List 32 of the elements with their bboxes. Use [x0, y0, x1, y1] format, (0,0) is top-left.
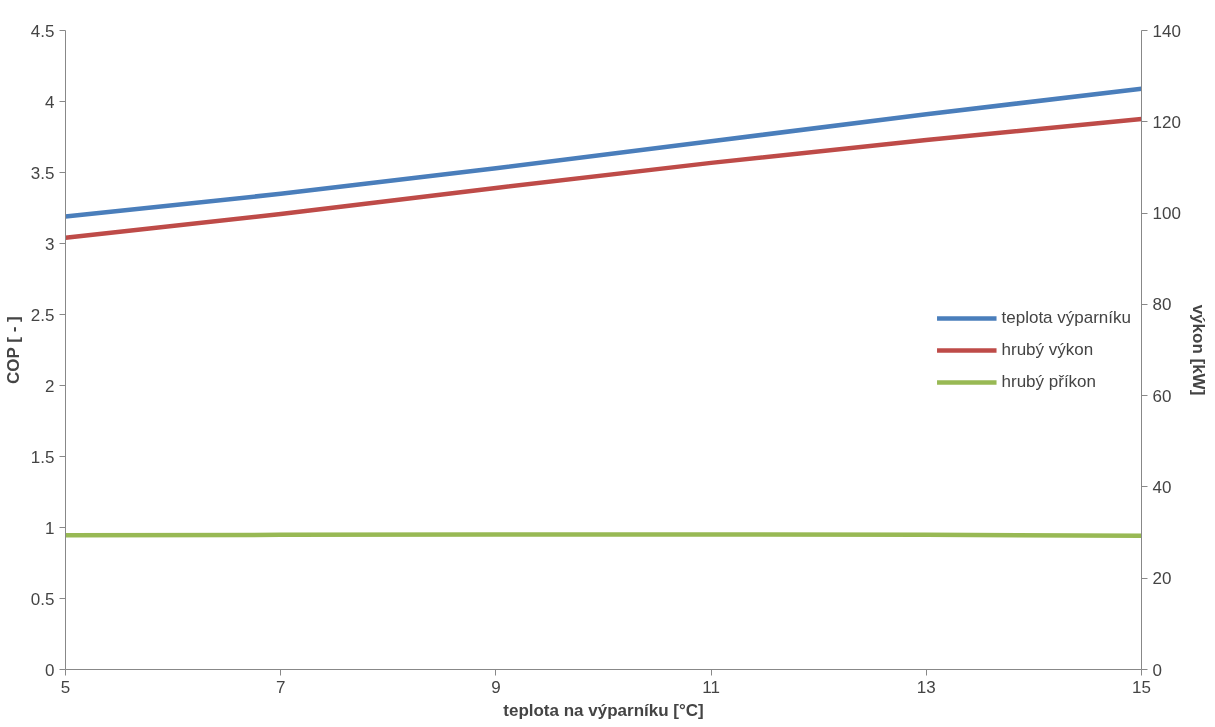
y2-axis-title: výkon [kW]: [1188, 304, 1208, 396]
line-series: [65, 116, 1142, 240]
y-tick-label: 1: [45, 518, 55, 538]
y-tick-label: 1.5: [30, 447, 55, 467]
x-tick-label: 9: [491, 677, 501, 697]
y2-tick-label: 80: [1152, 295, 1172, 315]
y2-tick-label: 120: [1152, 112, 1181, 132]
y-tick-label: 2: [45, 376, 55, 396]
y-tick-label: 3.5: [30, 163, 55, 183]
y2-tick-label: 60: [1152, 386, 1172, 406]
x-tick-label: 11: [702, 677, 720, 697]
y2-tick-label: 0: [1152, 660, 1162, 680]
y-tick-label: 2.5: [30, 305, 55, 325]
x-axis-title: teplota na výparníku [°C]: [503, 700, 704, 720]
x-tick-label: 13: [916, 677, 936, 697]
x-tick-label: 7: [275, 677, 286, 697]
legend-label: teplota výparníku: [1001, 307, 1131, 328]
y-tick-label: 4: [45, 92, 55, 112]
legend-label: hrubý příkon: [1001, 371, 1097, 392]
y2-tick-label: 140: [1152, 21, 1181, 41]
y2-tick-label: 20: [1152, 569, 1172, 589]
y-tick-label: 4.5: [30, 21, 55, 41]
legend-label: hrubý výkon: [1001, 339, 1094, 360]
y2-tick-label: 100: [1152, 204, 1181, 224]
x-tick-label: 5: [60, 677, 71, 697]
x-tick-label: 15: [1132, 677, 1151, 697]
line-series: [65, 86, 1142, 219]
y-axis-title: COP [ - ]: [3, 316, 23, 384]
y-tick-label: 0.5: [30, 589, 55, 609]
y2-tick-label: 40: [1152, 477, 1172, 497]
y-tick-label: 3: [45, 234, 55, 254]
y-tick-label: 0: [45, 660, 55, 680]
